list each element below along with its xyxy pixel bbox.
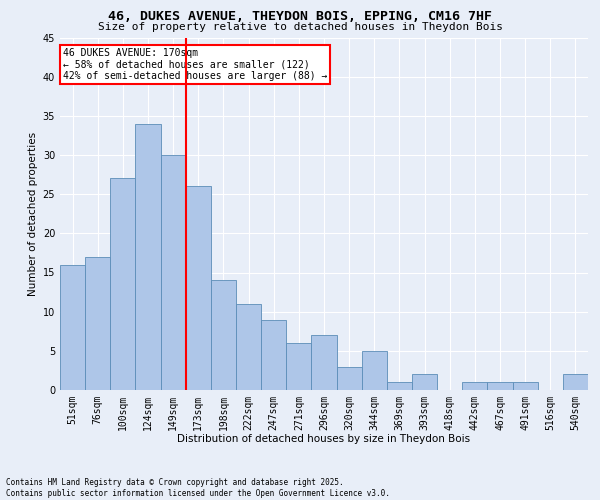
X-axis label: Distribution of detached houses by size in Theydon Bois: Distribution of detached houses by size … [178,434,470,444]
Bar [60,264,85,390]
Bar [261,320,286,390]
Bar [387,382,412,390]
Text: Contains HM Land Registry data © Crown copyright and database right 2025.
Contai: Contains HM Land Registry data © Crown c… [6,478,390,498]
Y-axis label: Number of detached properties: Number of detached properties [28,132,38,296]
Bar [286,343,311,390]
Text: Size of property relative to detached houses in Theydon Bois: Size of property relative to detached ho… [97,22,503,32]
Bar [512,382,538,390]
Text: 46 DUKES AVENUE: 170sqm
← 58% of detached houses are smaller (122)
42% of semi-d: 46 DUKES AVENUE: 170sqm ← 58% of detache… [62,48,327,82]
Bar [136,124,161,390]
Text: 46, DUKES AVENUE, THEYDON BOIS, EPPING, CM16 7HF: 46, DUKES AVENUE, THEYDON BOIS, EPPING, … [108,10,492,23]
Bar [110,178,136,390]
Bar [186,186,211,390]
Bar [563,374,588,390]
Bar [236,304,261,390]
Bar [412,374,437,390]
Bar [487,382,512,390]
Bar [161,155,186,390]
Bar [462,382,487,390]
Bar [337,366,362,390]
Bar [362,351,387,390]
Bar [311,335,337,390]
Bar [85,257,110,390]
Bar [211,280,236,390]
